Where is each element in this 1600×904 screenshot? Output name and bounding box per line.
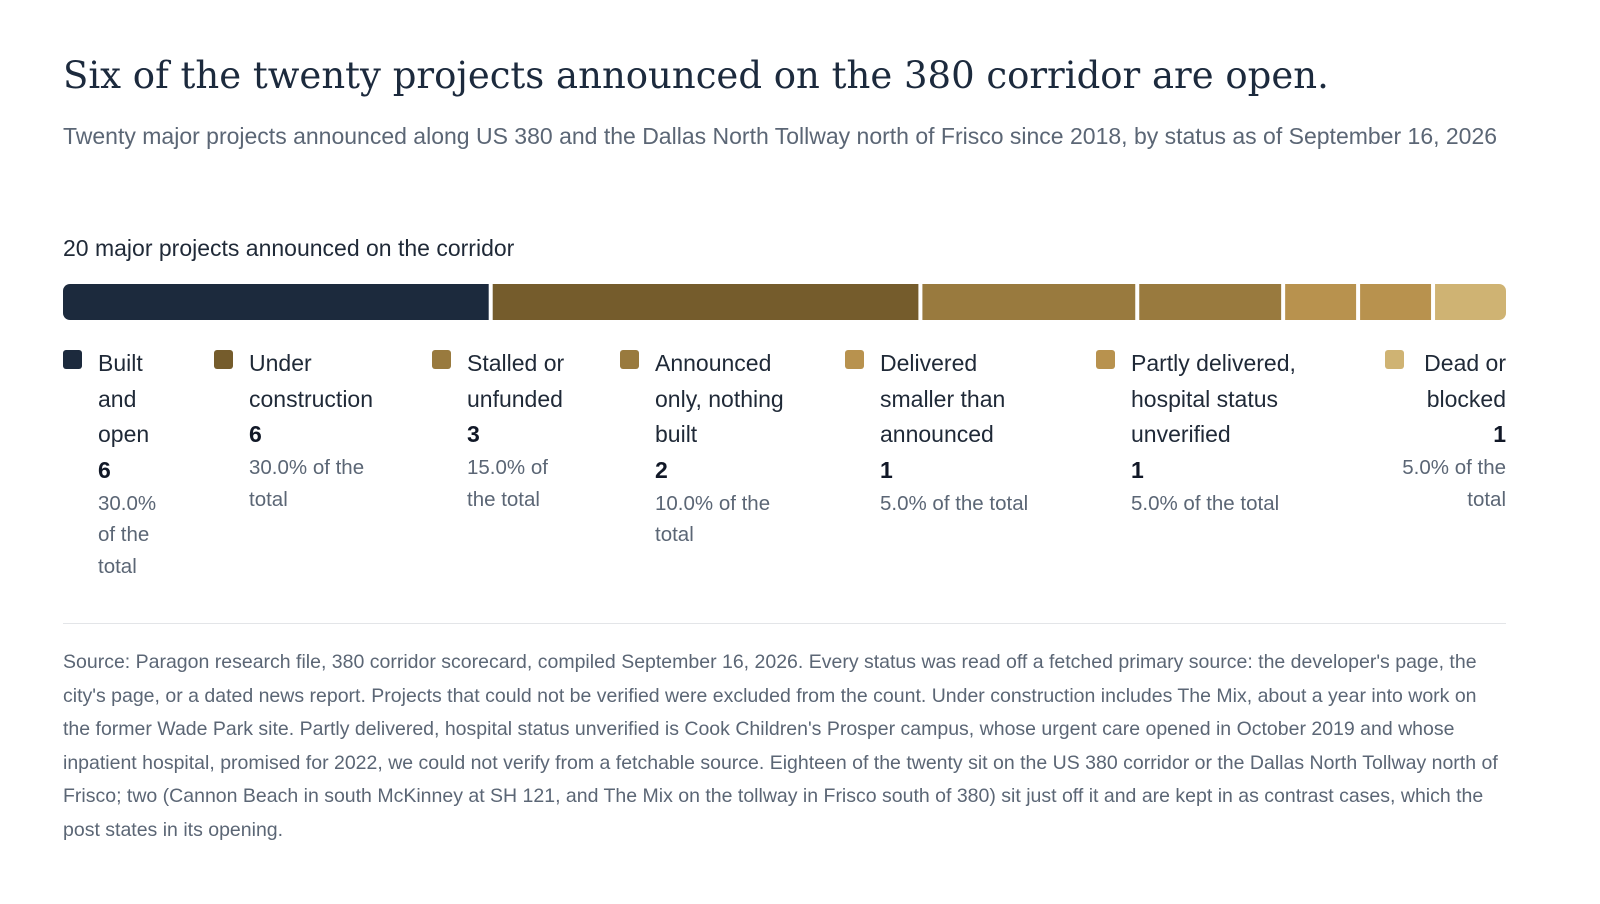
legend-label: Partly delivered, hospital status unveri… — [1131, 350, 1296, 447]
legend-label: Dead or blocked — [1424, 350, 1506, 412]
legend-swatch — [1096, 350, 1115, 369]
legend-share: 15.0% of the total — [467, 456, 548, 511]
legend-share: 5.0% of the total — [1402, 456, 1506, 511]
legend-swatch — [1385, 350, 1404, 369]
legend-share: 10.0% of the total — [655, 491, 771, 547]
legend-text: Partly delivered, hospital status unveri… — [1131, 346, 1321, 519]
legend-count: 6 — [98, 456, 111, 483]
bar-segment-2 — [492, 284, 919, 320]
stacked-bar — [63, 284, 1506, 320]
legend-label: Announced only, nothing built — [655, 350, 784, 447]
bar-segment-3 — [922, 284, 1136, 320]
bar-segment-6 — [1360, 284, 1432, 320]
legend-share: 5.0% of the total — [880, 491, 1029, 515]
legend-count: 3 — [467, 421, 480, 447]
legend-text: Stalled or unfunded 3 15.0% of the total — [467, 346, 577, 515]
legend-share: 30.0% of the total — [98, 491, 157, 578]
bar-segment-4 — [1139, 284, 1282, 320]
legend-count: 2 — [655, 456, 668, 483]
legend-swatch — [63, 350, 82, 369]
bar-caption: 20 major projects announced on the corri… — [63, 235, 515, 261]
legend-label: Built and open — [98, 350, 150, 447]
bar-segment-7 — [1435, 284, 1506, 320]
legend-text: Dead or blocked 1 5.0% of the total — [1385, 346, 1506, 515]
legend-text: Built and open 6 30.0% of the total — [98, 346, 172, 582]
legend-text: Announced only, nothing built 2 10.0% of t… — [655, 346, 800, 551]
legend-swatch — [432, 350, 451, 369]
legend-text: Delivered smaller than announced 1 5.0% of… — [880, 346, 1040, 519]
legend-swatch — [214, 350, 233, 369]
legend-label: Under construction — [249, 350, 374, 412]
legend-swatch — [620, 350, 639, 369]
source-note: Source: Paragon research file, 380 corri… — [63, 651, 1498, 841]
bar-segment-1 — [63, 284, 489, 320]
stacked-bar-svg — [63, 284, 1506, 320]
chart-title: Six of the twenty projects announced on … — [63, 54, 1329, 97]
legend-count: 1 — [1131, 456, 1144, 483]
chart-legend: Built and open 6 30.0% of the total Under c… — [63, 346, 1506, 586]
chart-subtitle: Twenty major projects announced along US… — [63, 123, 1498, 149]
legend-count: 6 — [249, 421, 262, 447]
legend-label: Delivered smaller than announced — [880, 350, 1006, 447]
legend-count: 1 — [880, 456, 893, 483]
legend-swatch — [845, 350, 864, 369]
divider — [63, 623, 1506, 624]
legend-text: Under construction 6 30.0% of the total — [249, 346, 399, 515]
legend-share: 5.0% of the total — [1131, 491, 1280, 515]
bar-segment-5 — [1285, 284, 1357, 320]
legend-count: 1 — [1493, 421, 1506, 447]
legend-share: 30.0% of the total — [249, 456, 365, 511]
legend-label: Stalled or unfunded — [467, 350, 565, 412]
